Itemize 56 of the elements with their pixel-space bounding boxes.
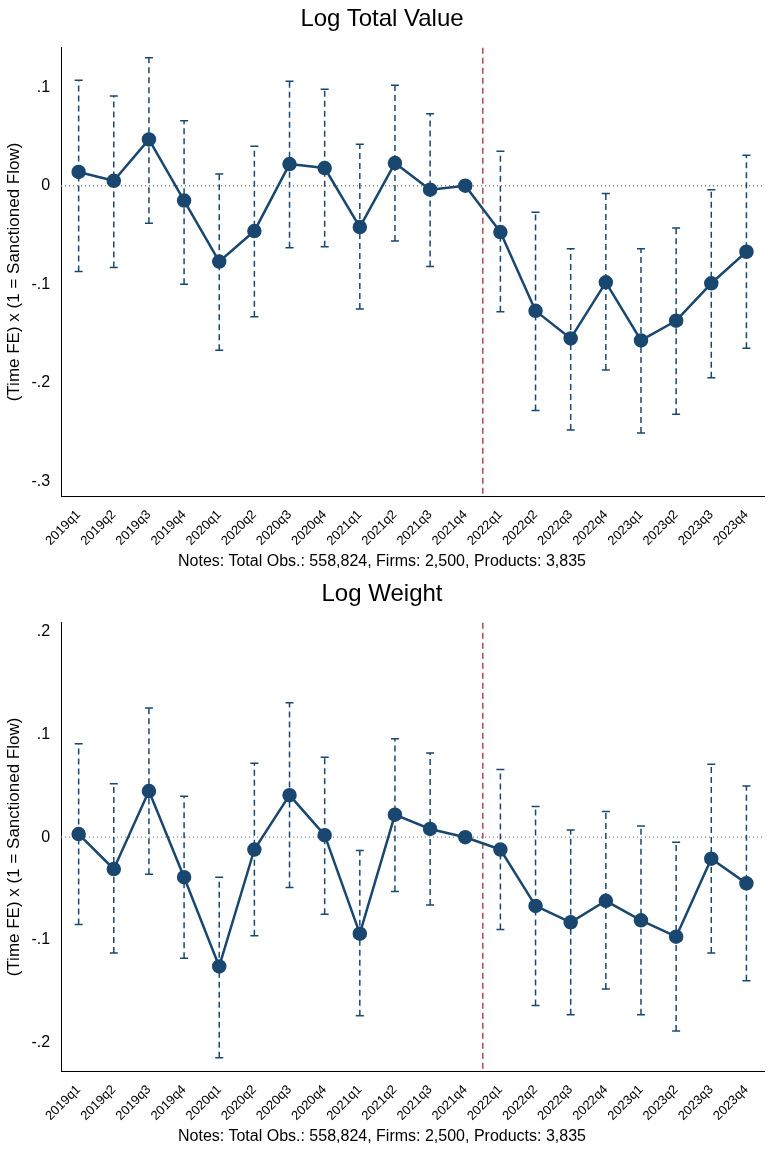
- y-tick-label: 0: [41, 176, 51, 194]
- point: [739, 876, 754, 891]
- point: [317, 160, 332, 176]
- point: [528, 303, 543, 319]
- point: [563, 331, 578, 346]
- point: [211, 959, 227, 974]
- y-tick-label: -.2: [31, 373, 51, 391]
- y-tick-label: .2: [36, 622, 51, 640]
- point: [106, 173, 122, 189]
- point: [176, 869, 192, 885]
- point: [739, 244, 754, 259]
- point: [633, 333, 649, 348]
- point: [633, 913, 649, 928]
- point: [282, 787, 297, 803]
- point: [704, 851, 719, 866]
- chart-title: Log Weight: [321, 579, 443, 607]
- point: [422, 182, 438, 197]
- point: [493, 842, 508, 857]
- point: [141, 132, 157, 147]
- y-tick-label: -.1: [31, 274, 51, 292]
- y-tick-label: .1: [36, 725, 51, 743]
- y-tick-label: -.2: [31, 1032, 51, 1050]
- point: [563, 915, 578, 930]
- point: [176, 193, 192, 208]
- point: [668, 929, 684, 944]
- point: [704, 276, 719, 291]
- point: [317, 827, 332, 843]
- point: [352, 219, 368, 235]
- point: [247, 842, 262, 857]
- y-tick-label: .1: [36, 77, 51, 95]
- y-tick-label: -.3: [31, 471, 51, 489]
- point: [493, 224, 508, 240]
- y-tick-label: 0: [41, 827, 51, 845]
- point: [71, 164, 86, 180]
- point: [106, 861, 122, 877]
- point: [352, 926, 368, 941]
- point: [387, 807, 403, 822]
- point: [422, 821, 438, 837]
- point: [458, 829, 473, 845]
- point: [247, 223, 262, 239]
- text: Notes: Total Obs.: 558,824, Firms: 2,500, Products: 3,835: [178, 551, 587, 569]
- point: [598, 893, 614, 909]
- point: [528, 898, 543, 914]
- point: [71, 826, 86, 842]
- y-tick-label: -.1: [31, 930, 51, 948]
- point: [211, 254, 227, 269]
- point: [141, 783, 157, 799]
- text: Notes: Total Obs.: 558,824, Firms: 2,500, Products: 3,835: [178, 1126, 587, 1144]
- point: [282, 156, 297, 172]
- point: [598, 275, 614, 290]
- chart-title: Log Total Value: [300, 4, 464, 32]
- point: [668, 313, 684, 328]
- point: [387, 155, 403, 171]
- y-axis-title: (Time FE) x (1 = Sanctioned Flow): [3, 142, 23, 402]
- y-axis-title: (Time FE) x (1 = Sanctioned Flow): [3, 717, 23, 977]
- point: [458, 178, 473, 193]
